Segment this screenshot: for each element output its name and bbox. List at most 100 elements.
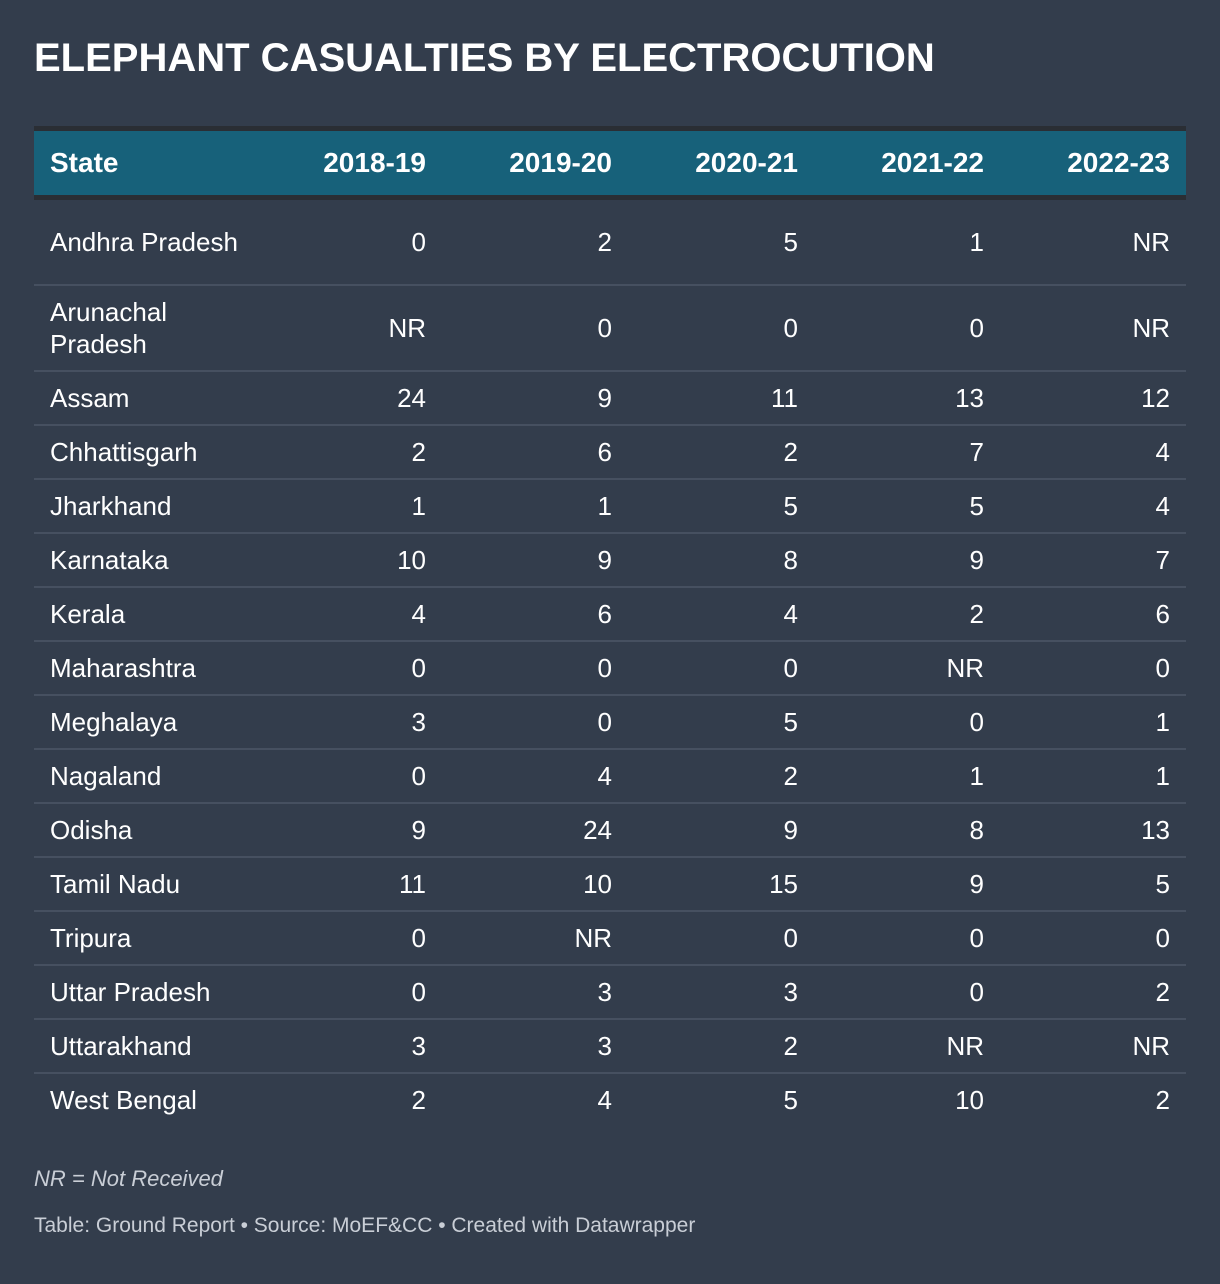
value-cell: 2 — [1000, 965, 1186, 1020]
state-cell: Maharashtra — [34, 641, 256, 696]
state-cell: Tamil Nadu — [34, 857, 256, 912]
value-cell: 0 — [256, 749, 442, 804]
state-cell: Meghalaya — [34, 695, 256, 750]
state-cell: Andhra Pradesh — [34, 197, 256, 286]
value-cell: 0 — [814, 695, 1000, 750]
state-cell: Arunachal Pradesh — [34, 285, 256, 372]
value-cell: 2 — [628, 425, 814, 480]
value-cell: 10 — [442, 857, 628, 912]
value-cell: 0 — [628, 285, 814, 372]
value-cell: NR — [1000, 1019, 1186, 1074]
state-cell: Chhattisgarh — [34, 425, 256, 480]
value-cell: 5 — [814, 479, 1000, 534]
value-cell: 1 — [1000, 695, 1186, 750]
value-cell: 2 — [628, 1019, 814, 1074]
state-cell: Uttarakhand — [34, 1019, 256, 1074]
header-row: State 2018-19 2019-20 2020-21 2021-22 2022-23 — [34, 126, 1186, 200]
column-header-2020-21[interactable]: 2020-21 — [628, 126, 814, 200]
value-cell: 0 — [442, 641, 628, 696]
value-cell: 1 — [814, 749, 1000, 804]
value-cell: 15 — [628, 857, 814, 912]
value-cell: NR — [256, 285, 442, 372]
value-cell: 0 — [256, 641, 442, 696]
value-cell: 6 — [442, 425, 628, 480]
table-row: Uttarakhand 3 3 2 NR NR — [34, 1019, 1186, 1074]
column-header-2018-19[interactable]: 2018-19 — [256, 126, 442, 200]
state-cell: Jharkhand — [34, 479, 256, 534]
value-cell: 5 — [628, 695, 814, 750]
value-cell: 1 — [256, 479, 442, 534]
table-title: ELEPHANT CASUALTIES BY ELECTROCUTION — [34, 36, 935, 80]
value-cell: 0 — [628, 641, 814, 696]
value-cell: 10 — [955, 1085, 984, 1115]
value-cell: NR — [1000, 197, 1186, 286]
column-header-2021-22[interactable]: 2021-22 — [814, 126, 1000, 200]
value-cell: 3 — [442, 1019, 628, 1074]
value-cell: 0 — [256, 911, 442, 966]
state-cell: Kerala — [34, 587, 256, 642]
source-footer: Table: Ground Report • Source: MoEF&CC •… — [34, 1214, 696, 1237]
value-cell: 3 — [256, 695, 442, 750]
value-cell: 4 — [1000, 425, 1186, 480]
value-cell: 6 — [442, 587, 628, 642]
value-cell: NR — [814, 1019, 1000, 1074]
value-cell: 6 — [1000, 587, 1186, 642]
state-cell: Odisha — [34, 803, 256, 858]
value-cell: 4 — [597, 1085, 612, 1115]
table-row: Jharkhand 1 1 5 5 4 — [34, 479, 1186, 534]
table-row: Kerala 4 6 4 2 6 — [34, 587, 1186, 642]
column-header-state[interactable]: State — [34, 126, 256, 200]
value-cell: 11 — [256, 857, 442, 912]
value-cell: 13 — [1000, 803, 1186, 858]
value-cell: 9 — [442, 371, 628, 426]
value-cell: 2 — [1155, 1085, 1170, 1115]
value-cell: 5 — [1000, 857, 1186, 912]
table-body: Andhra Pradesh 0 2 5 1 NR Arunachal Pradesh NR 0… — [34, 197, 1186, 1127]
value-cell: 10 — [256, 533, 442, 588]
value-cell: 2 — [411, 1085, 426, 1115]
value-cell: 0 — [814, 911, 1000, 966]
value-cell: 12 — [1000, 371, 1186, 426]
value-cell: 3 — [442, 965, 628, 1020]
table-row: Arunachal Pradesh NR 0 0 0 NR — [34, 285, 1186, 372]
value-cell: 3 — [628, 965, 814, 1020]
value-cell: 0 — [628, 911, 814, 966]
state-cell: West Bengal — [50, 1085, 197, 1115]
table-row: Karnataka 10 9 8 9 7 — [34, 533, 1186, 588]
value-cell: 4 — [1000, 479, 1186, 534]
value-cell: 0 — [1000, 911, 1186, 966]
value-cell: 4 — [442, 749, 628, 804]
table-row: Chhattisgarh 2 6 2 7 4 — [34, 425, 1186, 480]
value-cell: 13 — [814, 371, 1000, 426]
value-cell: 3 — [256, 1019, 442, 1074]
table-row: Maharashtra 0 0 0 NR 0 — [34, 641, 1186, 696]
value-cell: 2 — [256, 425, 442, 480]
value-cell: 2 — [442, 197, 628, 286]
value-cell: 2 — [628, 749, 814, 804]
value-cell: 7 — [814, 425, 1000, 480]
value-cell: 7 — [1000, 533, 1186, 588]
value-cell: 5 — [628, 479, 814, 534]
table-row: West Bengal 2 4 5 10 2 — [34, 1073, 1186, 1126]
value-cell: 2 — [814, 587, 1000, 642]
table-row: Andhra Pradesh 0 2 5 1 NR — [34, 197, 1186, 286]
column-header-2019-20[interactable]: 2019-20 — [442, 126, 628, 200]
value-cell: 9 — [814, 533, 1000, 588]
value-cell: 9 — [814, 857, 1000, 912]
footnote: NR = Not Received — [34, 1166, 223, 1191]
table-row: Tamil Nadu 11 10 15 9 5 — [34, 857, 1186, 912]
value-cell: 24 — [256, 371, 442, 426]
value-cell: 24 — [442, 803, 628, 858]
value-cell: 4 — [256, 587, 442, 642]
state-cell: Tripura — [34, 911, 256, 966]
value-cell: 1 — [442, 479, 628, 534]
value-cell: 0 — [1000, 641, 1186, 696]
value-cell: 9 — [442, 533, 628, 588]
value-cell: 9 — [628, 803, 814, 858]
state-cell: Karnataka — [34, 533, 256, 588]
table-row: Assam 24 9 11 13 12 — [34, 371, 1186, 426]
value-cell: 5 — [783, 1085, 798, 1115]
table-row: Odisha 9 24 9 8 13 — [34, 803, 1186, 858]
value-cell: 5 — [628, 197, 814, 286]
column-header-2022-23[interactable]: 2022-23 — [1000, 126, 1186, 200]
